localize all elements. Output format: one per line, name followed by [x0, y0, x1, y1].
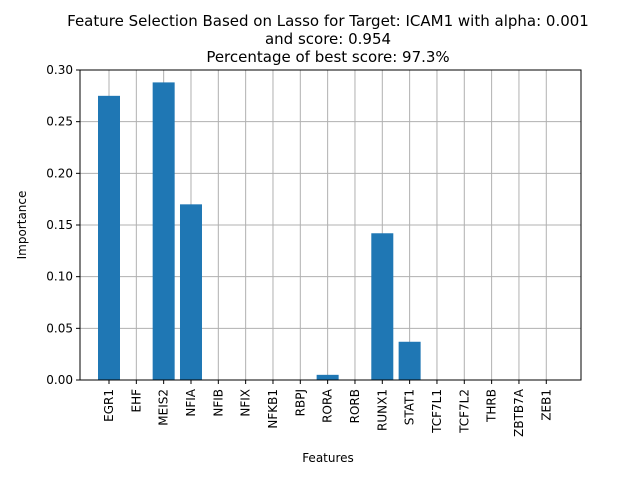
- x-tick-label-rbpj: RBPJ: [293, 389, 307, 416]
- x-tick-label-zeb1: ZEB1: [539, 389, 553, 421]
- x-tick-label-stat1: STAT1: [403, 389, 417, 425]
- bar-nfia: [179, 204, 202, 380]
- x-tick-label-meis2: MEIS2: [157, 389, 171, 426]
- y-tick-label: 0.30: [46, 63, 73, 77]
- bar-egr1: [98, 95, 120, 380]
- tick-layer: EGR1 EHF MEIS2 NFIA NFIB NFIX NFKB1 RBPJ RORA ROR…: [46, 63, 553, 437]
- x-tick-label-runx1: RUNX1: [375, 389, 389, 431]
- x-tick-label-nfia: NFIA: [184, 388, 198, 416]
- x-tick-label-ehf: EHF: [129, 389, 143, 413]
- y-tick-label: 0.05: [46, 321, 73, 335]
- x-tick-label-nfkb1: NFKB1: [266, 389, 280, 429]
- bar-stat1: [398, 341, 421, 380]
- bar-runx1: [371, 233, 394, 380]
- y-tick-label: 0.15: [46, 218, 73, 232]
- x-tick-label-tcf7l1: TCF7L1: [430, 389, 444, 434]
- x-tick-label-nfix: NFIX: [239, 389, 253, 417]
- bar-layer: [98, 82, 421, 381]
- bar-rora: [316, 374, 339, 380]
- y-tick-label: 0.20: [46, 166, 73, 180]
- x-tick-label-thrb: THRB: [485, 389, 499, 423]
- x-tick-label-egr1: EGR1: [102, 389, 116, 422]
- bar-meis2: [152, 82, 175, 381]
- x-tick-label-nfib: NFIB: [211, 389, 225, 417]
- y-tick-label: 0.10: [46, 270, 73, 284]
- x-tick-label-rora: RORA: [321, 388, 335, 423]
- x-tick-label-tcf7l2: TCF7L2: [457, 389, 471, 434]
- y-tick-label: 0.25: [46, 115, 73, 129]
- chart-title-line-1: Feature Selection Based on Lasso for Tar…: [67, 12, 589, 30]
- y-axis-label: Importance: [15, 191, 29, 260]
- x-axis-label: Features: [302, 451, 354, 465]
- chart-title-line-2: and score: 0.954: [265, 30, 391, 48]
- chart-title-line-3: Percentage of best score: 97.3%: [206, 48, 449, 66]
- x-tick-label-zbtb7a: ZBTB7A: [512, 388, 526, 437]
- y-tick-label: 0.00: [46, 373, 73, 387]
- x-tick-label-rorb: RORB: [348, 389, 362, 423]
